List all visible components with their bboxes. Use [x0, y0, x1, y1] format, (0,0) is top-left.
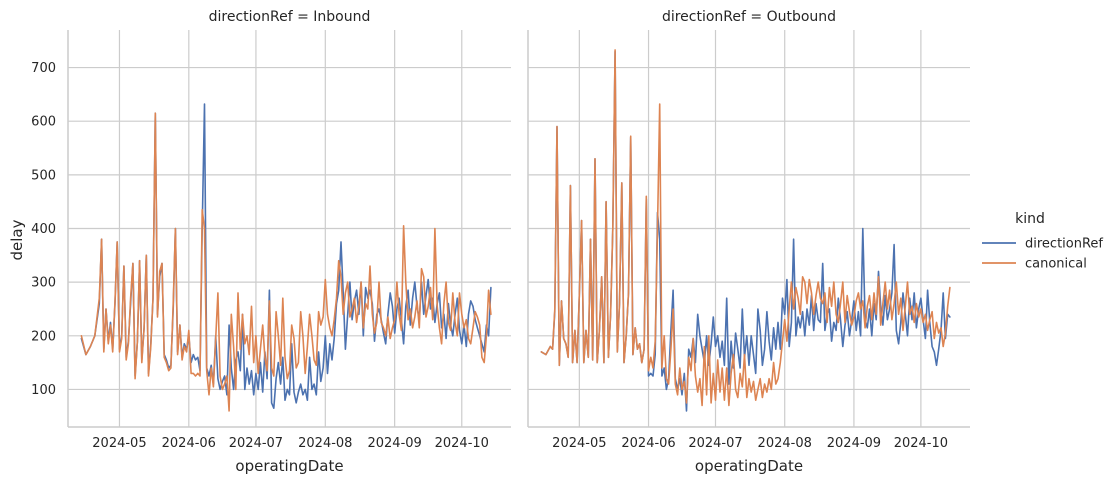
panel-outbound: 2024-05 2024-06 2024-07 2024-08 2024-09 2024-…	[527, 9, 970, 475]
x-tick-label: 2024-06	[162, 436, 216, 451]
panel-title: directionRef = Outbound	[662, 9, 836, 25]
x-tick-label: 2024-09	[367, 436, 421, 451]
series-line-canonical	[80, 112, 492, 412]
y-tick-label: 500	[31, 168, 56, 183]
x-tick-label: 2024-10	[435, 436, 489, 451]
y-tick-label: 300	[31, 276, 56, 291]
y-tick-label: 400	[31, 222, 56, 237]
series-line-directionRef	[540, 50, 951, 412]
x-tick-label: 2024-05	[552, 436, 606, 451]
y-tick-label: 700	[31, 61, 56, 76]
panel-title: directionRef = Inbound	[209, 9, 371, 25]
panel-inbound: 100 200 300 400 500 600 700 2024-05 2024-06 2024-…	[31, 9, 511, 475]
x-axis-title: operatingDate	[695, 457, 803, 475]
y-tick-label: 600	[31, 115, 56, 130]
y-axis-title: delay	[8, 219, 26, 260]
x-tick-label: 2024-10	[894, 436, 948, 451]
x-axis-title: operatingDate	[235, 457, 343, 475]
x-tick-label: 2024-08	[758, 436, 812, 451]
legend-entry-canonical: canonical	[982, 257, 1087, 272]
legend-label: canonical	[1025, 257, 1087, 272]
y-tick-label: 100	[31, 383, 56, 398]
legend-entry-directionRef: directionRef	[982, 237, 1103, 252]
x-tick-label: 2024-07	[229, 436, 283, 451]
x-tick-label: 2024-06	[621, 436, 675, 451]
x-tick-label: 2024-08	[298, 436, 352, 451]
x-tick-label: 2024-07	[688, 436, 742, 451]
legend-title: kind	[1015, 211, 1045, 227]
x-tick-label: 2024-05	[92, 436, 146, 451]
legend-label: directionRef	[1025, 237, 1103, 252]
x-tick-label: 2024-09	[827, 436, 881, 451]
legend: kind directionRef canonical	[982, 211, 1103, 272]
series-line-canonical	[540, 49, 951, 407]
y-tick-label: 200	[31, 329, 56, 344]
